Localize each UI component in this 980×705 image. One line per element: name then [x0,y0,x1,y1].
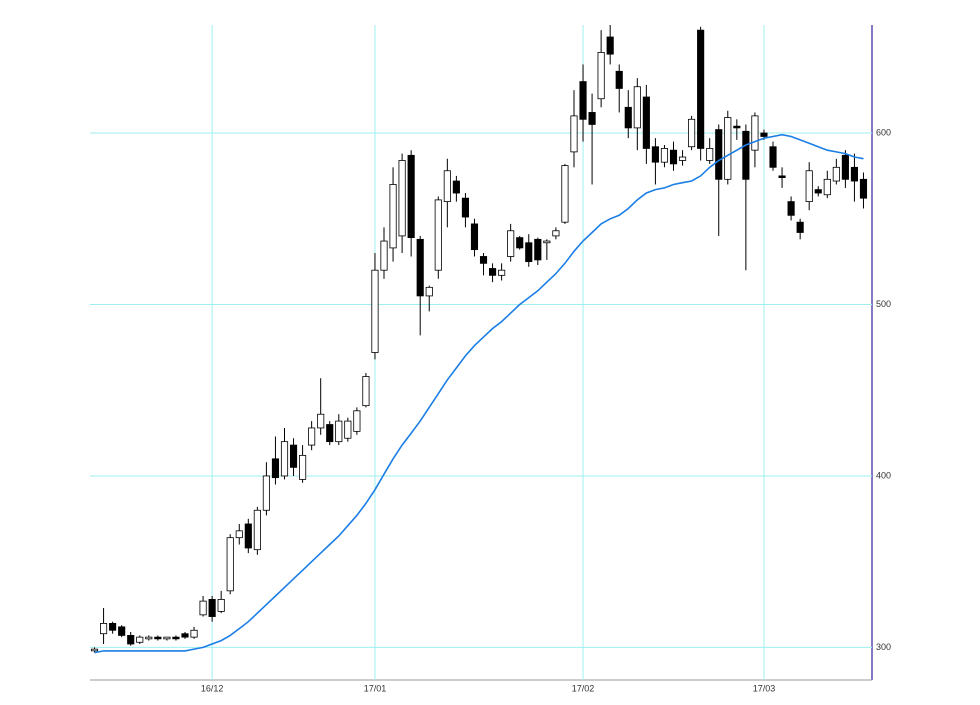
candle-body [543,240,551,244]
candle-body [850,166,858,182]
candle-body [317,413,325,429]
candle-body [461,197,469,218]
candle-body [271,458,280,479]
candle-body [163,636,171,640]
candle-body [398,160,406,237]
moving-average-line [94,133,864,654]
candle-body [660,148,669,163]
candle-body [778,175,786,179]
candle-body [823,178,831,196]
candle-body [244,523,252,549]
candle-body [859,178,868,199]
candle-body [841,154,849,180]
x-tick-label: 17/03 [753,683,776,693]
candle-body [425,286,433,297]
candle-body [651,146,659,163]
candle-body [434,199,442,271]
candle-body [751,115,759,151]
candle-body [470,223,479,251]
candle-body [280,441,289,477]
candle-body [353,410,361,432]
candle-body [642,96,650,149]
candle-body [516,237,524,249]
candle-body [597,52,605,100]
candle-body [407,154,415,239]
candle-body [190,629,198,638]
y-tick-label: 400 [876,470,891,480]
candle-body [552,230,560,237]
candle-body [733,125,741,129]
candle-body [479,256,488,264]
candle-body [90,648,99,652]
candle-body [489,268,497,276]
candle-body [796,221,804,233]
candle-body [669,149,678,165]
candle-body [308,427,316,446]
candle-body [615,70,623,89]
candle-body [570,115,578,153]
candle-body [787,201,795,216]
candle-body [832,166,840,182]
candle-body [362,376,370,407]
candle-body [118,626,126,636]
candle-body [136,636,144,643]
candle-body [742,130,750,180]
candle-body [145,636,153,640]
x-tick-label: 17/01 [364,683,387,693]
candle-body [561,165,569,223]
candle-body [678,156,687,161]
candle-body [208,599,216,617]
candle-body [253,509,261,551]
candle-body [534,238,542,261]
candle-body [606,36,614,55]
candle-body [262,475,270,511]
candle-body [769,146,777,168]
candle-body [217,599,225,612]
candle-body [289,444,298,468]
candle-body [706,148,714,161]
candle-body [452,180,460,194]
candle-body [498,269,506,276]
candle-body [760,132,768,137]
candle-body [199,600,207,616]
x-tick-label: 17/02 [572,683,595,693]
candle-body [525,242,533,263]
candle-body [299,454,307,480]
candle-body [715,129,723,180]
y-tick-label: 500 [876,299,891,309]
x-tick-label: 16/12 [201,683,224,693]
candle-body [181,633,189,638]
candle-body [127,635,135,645]
candle-body [344,420,352,439]
candle-body [633,86,641,129]
candle-body [389,184,397,249]
candle-body [688,118,696,148]
candle-body [109,623,117,631]
candle-body [624,106,632,129]
candle-body [579,81,587,120]
candle-body [588,112,596,125]
candle-body [507,230,515,257]
candle-body [371,269,379,353]
candle-body [326,424,334,443]
y-tick-label: 300 [876,642,891,652]
candle-body [235,530,243,539]
candle-body [805,170,813,203]
candle-body [380,240,388,271]
candle-body [100,623,108,635]
plot-area [90,25,872,680]
candle-body [724,117,732,180]
candle-body [226,537,234,592]
y-tick-label: 600 [876,127,891,137]
candle-body [172,636,180,640]
candle-body [443,170,451,203]
candle-body [697,29,705,149]
candle-body [335,420,343,443]
candle-body [154,636,162,640]
candle-body [814,189,822,194]
candle-body [416,238,424,297]
